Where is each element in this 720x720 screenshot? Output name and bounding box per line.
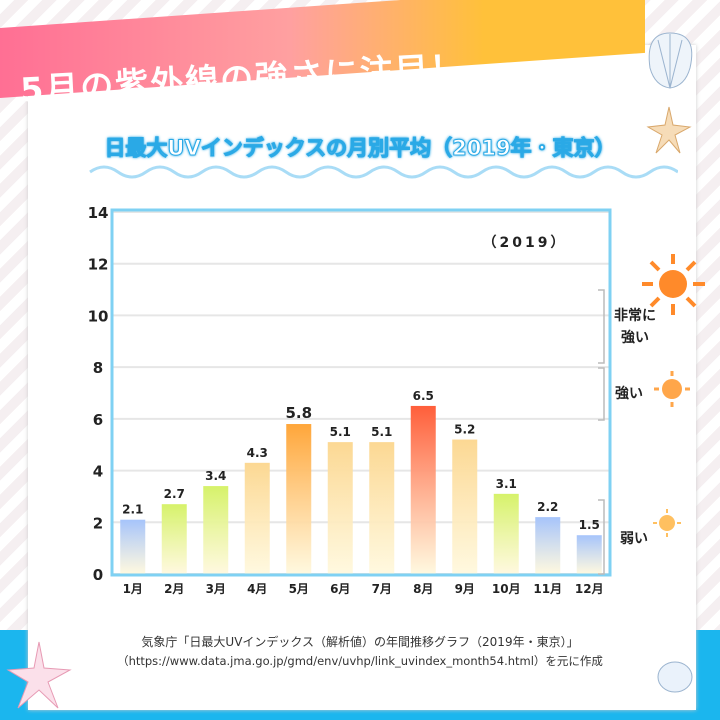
x-tick-label: 10月 — [492, 582, 521, 596]
y-tick-label: 0 — [93, 566, 103, 584]
bracket-very-strong — [598, 289, 605, 364]
y-tick-label: 12 — [88, 256, 109, 274]
data-label: 1.5 — [579, 518, 600, 532]
y-tick-label: 14 — [88, 204, 109, 222]
bar-2月 — [161, 504, 187, 574]
level-strong: 強い — [615, 386, 643, 402]
year-annotation: （2019） — [483, 235, 568, 251]
x-tick-label: 7月 — [372, 582, 392, 596]
bar-5月 — [286, 424, 312, 574]
data-label: 5.1 — [330, 425, 351, 439]
starfish-pink-icon — [6, 641, 72, 709]
data-label: 3.4 — [205, 469, 226, 483]
source-note: 気象庁「日最大UVインデックス（解析値）の年間推移グラフ（2019年・東京）」 … — [0, 633, 720, 671]
bar-6月 — [327, 442, 353, 574]
data-label: 4.3 — [247, 446, 268, 460]
uv-bar-chart: 2.1 2.7 3.4 4.3 5.8 5.1 5.1 6.5 5.2 3.1 2.2 1.5 0 2 4 6… — [88, 204, 612, 596]
data-label: 3.1 — [496, 477, 517, 491]
starfish-icon — [646, 106, 692, 154]
y-tick-label: 10 — [88, 307, 109, 325]
x-tick-label: 4月 — [247, 582, 267, 596]
source-line-1: 気象庁「日最大UVインデックス（解析値）の年間推移グラフ（2019年・東京）」 — [141, 635, 579, 649]
bar-1月 — [120, 519, 146, 574]
bar-7月 — [369, 442, 395, 574]
bar-12月 — [576, 535, 602, 574]
data-label: 2.7 — [164, 487, 185, 501]
y-tick-label: 2 — [93, 514, 103, 532]
bracket-strong — [598, 367, 605, 421]
y-tick-label: 8 — [93, 359, 103, 377]
wave-decoration — [89, 165, 678, 179]
x-tick-label: 1月 — [123, 582, 143, 596]
bar-8月 — [410, 405, 436, 574]
x-tick-label: 11月 — [533, 582, 562, 596]
card — [28, 45, 696, 710]
bar-11月 — [535, 517, 561, 574]
bar-4月 — [244, 462, 270, 574]
bar-9月 — [452, 439, 478, 574]
y-tick-label: 4 — [93, 463, 103, 481]
bracket-weak — [598, 499, 605, 575]
shell-small-icon — [657, 661, 693, 693]
source-line-2: （https://www.data.jma.go.jp/gmd/env/uvhp… — [117, 654, 603, 668]
level-very-strong: 非常に強い — [614, 308, 656, 346]
x-tick-label: 5月 — [289, 582, 309, 596]
bar-10月 — [493, 493, 519, 574]
sun-strong-icon — [654, 371, 690, 407]
y-tick-label: 6 — [93, 411, 103, 429]
sun-weak-icon — [653, 509, 681, 537]
data-label: 5.8 — [285, 404, 312, 422]
x-tick-label: 6月 — [330, 582, 350, 596]
level-weak: 弱い — [620, 531, 648, 547]
data-label: 2.2 — [537, 500, 558, 514]
x-tick-label: 9月 — [455, 582, 475, 596]
x-tick-label: 2月 — [164, 582, 184, 596]
bar-3月 — [203, 486, 229, 574]
shell-icon — [648, 32, 693, 89]
data-label: 6.5 — [413, 389, 434, 403]
data-label: 5.2 — [454, 423, 475, 437]
x-tick-label: 8月 — [413, 582, 433, 596]
x-tick-label: 3月 — [206, 582, 226, 596]
x-tick-label: 12月 — [575, 582, 604, 596]
plot-frame — [110, 208, 612, 577]
data-label: 2.1 — [122, 503, 143, 517]
chart-subtitle: 日最大UVインデックスの月別平均（2019年・東京） — [104, 136, 616, 161]
data-label: 5.1 — [371, 425, 392, 439]
sun-very-strong-icon — [642, 254, 705, 315]
